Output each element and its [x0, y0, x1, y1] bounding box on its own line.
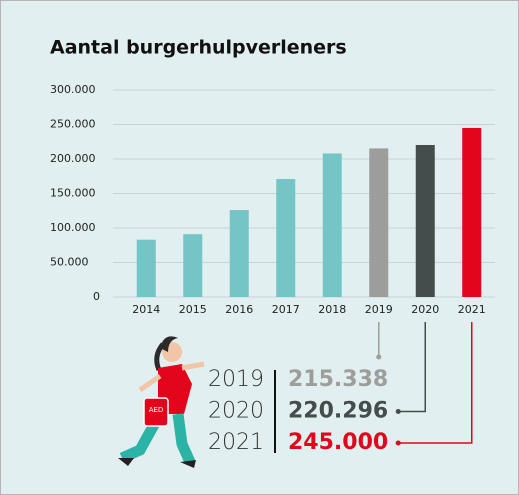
- y-tick-label: 100.000: [50, 221, 96, 234]
- bar: [462, 127, 482, 297]
- connector: [398, 322, 473, 444]
- value-label: 220.296: [288, 399, 388, 424]
- y-tick-label: 200.000: [50, 152, 96, 165]
- bar: [136, 239, 156, 297]
- x-tick-label: 2020: [411, 303, 439, 316]
- y-tick-label: 0: [93, 290, 100, 303]
- bar: [276, 179, 296, 297]
- bar: [322, 153, 342, 297]
- y-tick-label: 300.000: [50, 83, 96, 96]
- x-tick-label: 2021: [458, 303, 486, 316]
- bar: [183, 234, 203, 297]
- figure: AED: [118, 336, 205, 468]
- x-tick-label: 2015: [179, 303, 207, 316]
- bar: [369, 148, 389, 297]
- connector-dot: [395, 409, 401, 414]
- legend-year: 2020: [208, 399, 264, 424]
- x-tick-label: 2017: [272, 303, 300, 316]
- svg-text:AED: AED: [149, 406, 164, 414]
- chart-title: Aantal burgerhulpverleners: [50, 37, 347, 59]
- y-tick-label: 50.000: [50, 256, 89, 269]
- x-tick-label: 2019: [365, 303, 393, 316]
- connector-dot: [376, 354, 382, 360]
- value-label: 215.338: [288, 367, 388, 392]
- y-tick-label: 150.000: [50, 187, 96, 200]
- legend-year: 2019: [208, 367, 264, 392]
- bar: [415, 144, 435, 297]
- x-tick-label: 2018: [318, 303, 346, 316]
- legend-year: 2021: [208, 430, 264, 455]
- x-tick-label: 2014: [132, 303, 160, 316]
- connector-dot: [395, 440, 401, 446]
- bar: [229, 210, 249, 297]
- x-tick-label: 2016: [225, 303, 253, 316]
- y-tick-label: 250.000: [50, 118, 96, 131]
- connector: [398, 322, 426, 413]
- value-label: 245.000: [288, 430, 388, 455]
